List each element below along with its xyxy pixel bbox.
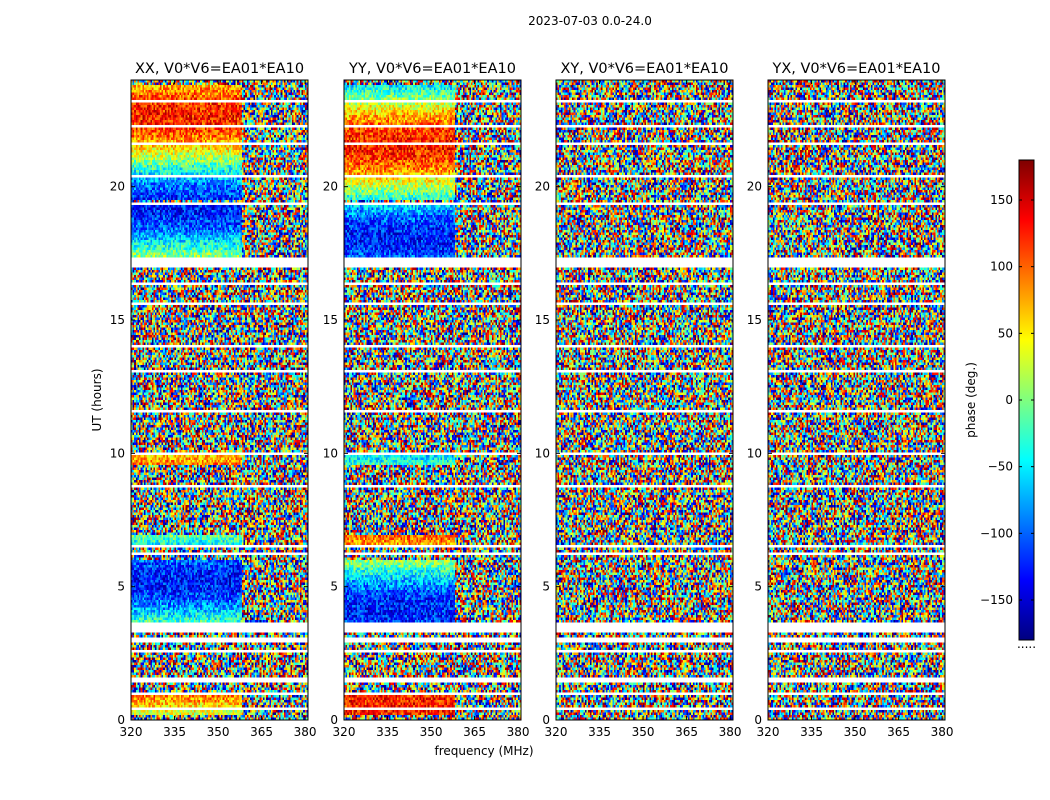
- x-tick-label: 365: [675, 725, 698, 739]
- y-tick-label: 10: [747, 446, 762, 460]
- y-tick-label: 0: [754, 713, 762, 727]
- panel-title-yy: YY, V0*V6=EA01*EA10: [348, 61, 516, 77]
- x-tick-label: 335: [163, 725, 186, 739]
- x-tick-label: 350: [207, 725, 230, 739]
- y-tick-label: 0: [117, 713, 125, 727]
- x-tick-label: 380: [719, 725, 742, 739]
- x-tick-label: 320: [120, 725, 143, 739]
- x-tick-label: 320: [757, 725, 780, 739]
- colorbar: 150 100 50 0 −50 −100 −150 phase (deg.).....: [964, 159, 1036, 651]
- y-tick-label: 10: [535, 446, 550, 460]
- x-axis-label: frequency (MHz): [434, 744, 533, 758]
- y-tick-label: 20: [323, 180, 338, 194]
- panel-title-yx: YX, V0*V6=EA01*EA10: [771, 61, 940, 77]
- panel-yy: YY, V0*V6=EA01*EA10 320 335 350 365 380 0 5 10 15…: [323, 61, 530, 739]
- y-tick-label: 15: [323, 313, 338, 327]
- panel-frame: [343, 79, 522, 721]
- x-tick-label: 365: [250, 725, 273, 739]
- y-tick-label: 15: [747, 313, 762, 327]
- y-tick-label: 5: [330, 580, 338, 594]
- colorbar-label: phase (deg.): [964, 362, 978, 438]
- x-tick-label: 365: [887, 725, 910, 739]
- y-tick-label: 20: [535, 180, 550, 194]
- panel-xx: XX, V0*V6=EA01*EA10 320 335 350 365 380 0 5 10 15…: [110, 61, 317, 739]
- panel-title-xx: XX, V0*V6=EA01*EA10: [135, 61, 304, 77]
- colorbar-tick-label: 100: [990, 260, 1013, 274]
- y-axis-label: UT (hours): [90, 368, 104, 431]
- colorbar-tick-label: 0: [1005, 393, 1013, 407]
- panel-yx: YX, V0*V6=EA01*EA10 320 335 350 365 380 0 5 10 15…: [747, 61, 954, 739]
- y-tick-label: 0: [542, 713, 550, 727]
- x-tick-label: 335: [588, 725, 611, 739]
- x-tick-label: 350: [844, 725, 867, 739]
- x-tick-label: 335: [376, 725, 399, 739]
- panel-frame: [130, 79, 309, 721]
- x-tick-label: 380: [931, 725, 954, 739]
- panel-frame: [555, 79, 734, 721]
- colorbar-tick-label: 150: [990, 193, 1013, 207]
- y-tick-label: 5: [117, 580, 125, 594]
- y-tick-label: 5: [754, 580, 762, 594]
- x-tick-label: 320: [545, 725, 568, 739]
- y-tick-label: 0: [330, 713, 338, 727]
- heatmap-image-xy: [556, 80, 733, 720]
- heatmap-image-yy: [344, 80, 521, 720]
- x-tick-label: 320: [333, 725, 356, 739]
- y-tick-label: 10: [323, 446, 338, 460]
- colorbar-tick-label: −150: [980, 593, 1013, 607]
- y-tick-label: 20: [747, 180, 762, 194]
- colorbar-tick-label: 50: [998, 326, 1013, 340]
- y-tick-label: 15: [110, 313, 125, 327]
- panel-xy: XY, V0*V6=EA01*EA10 320 335 350 365 380 0 5 10 15…: [535, 61, 742, 739]
- figure-suptitle: 2023-07-03 0.0-24.0: [528, 14, 652, 28]
- x-tick-label: 335: [800, 725, 823, 739]
- y-tick-label: 10: [110, 446, 125, 460]
- heatmap-image-yx: [768, 80, 945, 720]
- colorbar-tick-label: −50: [988, 460, 1013, 474]
- y-tick-label: 20: [110, 180, 125, 194]
- colorbar-footer: .....: [1017, 637, 1036, 651]
- x-tick-label: 365: [463, 725, 486, 739]
- panel-frame: [767, 79, 946, 721]
- colorbar-tick-label: −100: [980, 526, 1013, 540]
- x-tick-label: 350: [420, 725, 443, 739]
- y-tick-label: 15: [535, 313, 550, 327]
- x-tick-label: 380: [294, 725, 317, 739]
- y-tick-label: 5: [542, 580, 550, 594]
- x-tick-label: 350: [632, 725, 655, 739]
- heatmap-image-xx: [131, 80, 308, 720]
- panel-title-xy: XY, V0*V6=EA01*EA10: [560, 61, 728, 77]
- x-tick-label: 380: [507, 725, 530, 739]
